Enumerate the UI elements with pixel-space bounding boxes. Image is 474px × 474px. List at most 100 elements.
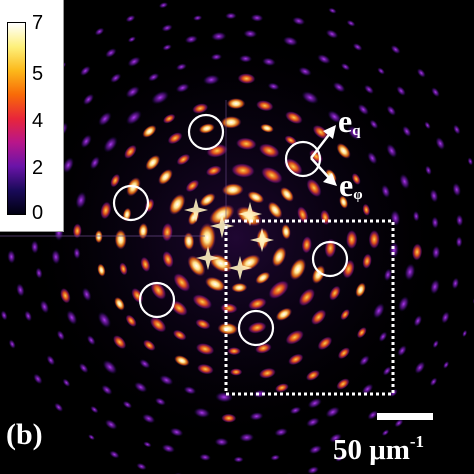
diffraction-spot [51,249,61,265]
diffraction-spot [127,36,136,43]
diffraction-spot [193,407,211,418]
diffraction-spot [346,19,356,27]
diffraction-spot [161,444,175,453]
colorbar-gradient [7,22,26,215]
diffraction-spot [311,265,326,284]
ephi-label: eφ [339,167,363,203]
diffraction-spot [347,125,362,141]
diffraction-spot [225,12,237,20]
diffraction-spot [162,250,174,268]
bright-peak [250,228,274,252]
diffraction-spot [198,123,215,134]
diffraction-spot [175,63,187,71]
diffraction-spot [325,29,339,39]
scale-bar [377,413,433,420]
diffraction-spot [297,206,309,224]
diffraction-spot [328,7,337,14]
diffraction-spot [195,343,215,355]
diffraction-spot [310,309,327,326]
diffraction-spot [136,462,147,471]
diffraction-spot [357,103,369,116]
diffraction-spot [329,285,341,301]
diffraction-spot [82,287,92,302]
diffraction-spot [443,361,450,369]
diffraction-spot [267,82,280,91]
diffraction-spot [46,355,56,366]
diffraction-spot [292,16,306,26]
scale-value: 50 [333,434,362,466]
diffraction-spot [86,335,96,346]
diffraction-spot [306,178,322,198]
diffraction-spot [274,428,288,437]
diffraction-spot [187,255,206,277]
highlight-circle [237,309,275,347]
diffraction-spot [143,339,156,351]
diffraction-spot [404,263,416,281]
diffraction-spot [275,383,289,393]
diffraction-spot [455,236,463,248]
diffraction-spot [262,57,276,67]
diffraction-spot [154,397,166,406]
diffraction-spot [258,367,276,379]
highlight-circle [138,281,176,319]
diffraction-spot [39,300,50,314]
diffraction-spot [88,434,95,441]
highlight-circle [311,240,349,278]
bright-peak [196,246,220,270]
diffraction-spot [158,2,169,9]
diffraction-spot [432,340,439,349]
diffraction-spot [72,223,82,239]
diffraction-spot [162,113,176,124]
diffraction-spot [97,263,106,277]
diffraction-spot [184,35,198,44]
diffraction-spot [35,267,43,279]
diffraction-spot [308,445,322,455]
diffraction-spot [455,214,464,227]
diffraction-spot [192,294,213,310]
diffraction-spot [94,27,105,36]
diffraction-spot [143,441,152,448]
diffraction-spot [185,179,200,193]
diffraction-spot [192,103,209,114]
diffraction-spot [192,15,203,21]
diffraction-spot [142,125,157,138]
highlight-circles [112,113,349,347]
diffraction-spot [340,309,350,321]
diffraction-spot [183,386,197,395]
diffraction-spot [325,406,340,418]
ephi-arrow [310,157,332,181]
diffraction-spot [267,201,283,219]
diffraction-spot [281,223,291,240]
diffraction-spot [305,369,320,381]
diffraction-spot [398,296,410,312]
diffraction-spot [382,366,392,376]
colorbar-tick: 5 [32,63,44,85]
diffraction-spot [98,111,112,126]
diffraction-spot [105,48,117,58]
eq-arrowhead [323,125,336,139]
diffraction-spot [280,186,294,202]
eq-label: eq [338,103,361,139]
diffraction-spot [110,173,121,188]
diffraction-spot [386,143,398,158]
diffraction-spot [397,345,407,357]
diffraction-spot [317,54,331,65]
diffraction-spot [390,44,401,55]
diffraction-spot [110,73,122,83]
diffraction-spot [381,429,390,436]
diffraction-spot [362,253,372,269]
diffraction-spot [317,336,333,351]
diffraction-spot [145,154,161,171]
diffraction-spot [247,191,265,204]
diffraction-spot [301,91,319,104]
diffraction-spot [412,210,420,222]
diffraction-spot [255,271,271,285]
diffraction-spot [329,433,342,443]
diffraction-spot [396,85,406,96]
diffraction-spot [167,132,183,145]
diffraction-spot [100,201,112,220]
diffraction-spot [62,378,71,387]
diffraction-spot [452,182,461,197]
